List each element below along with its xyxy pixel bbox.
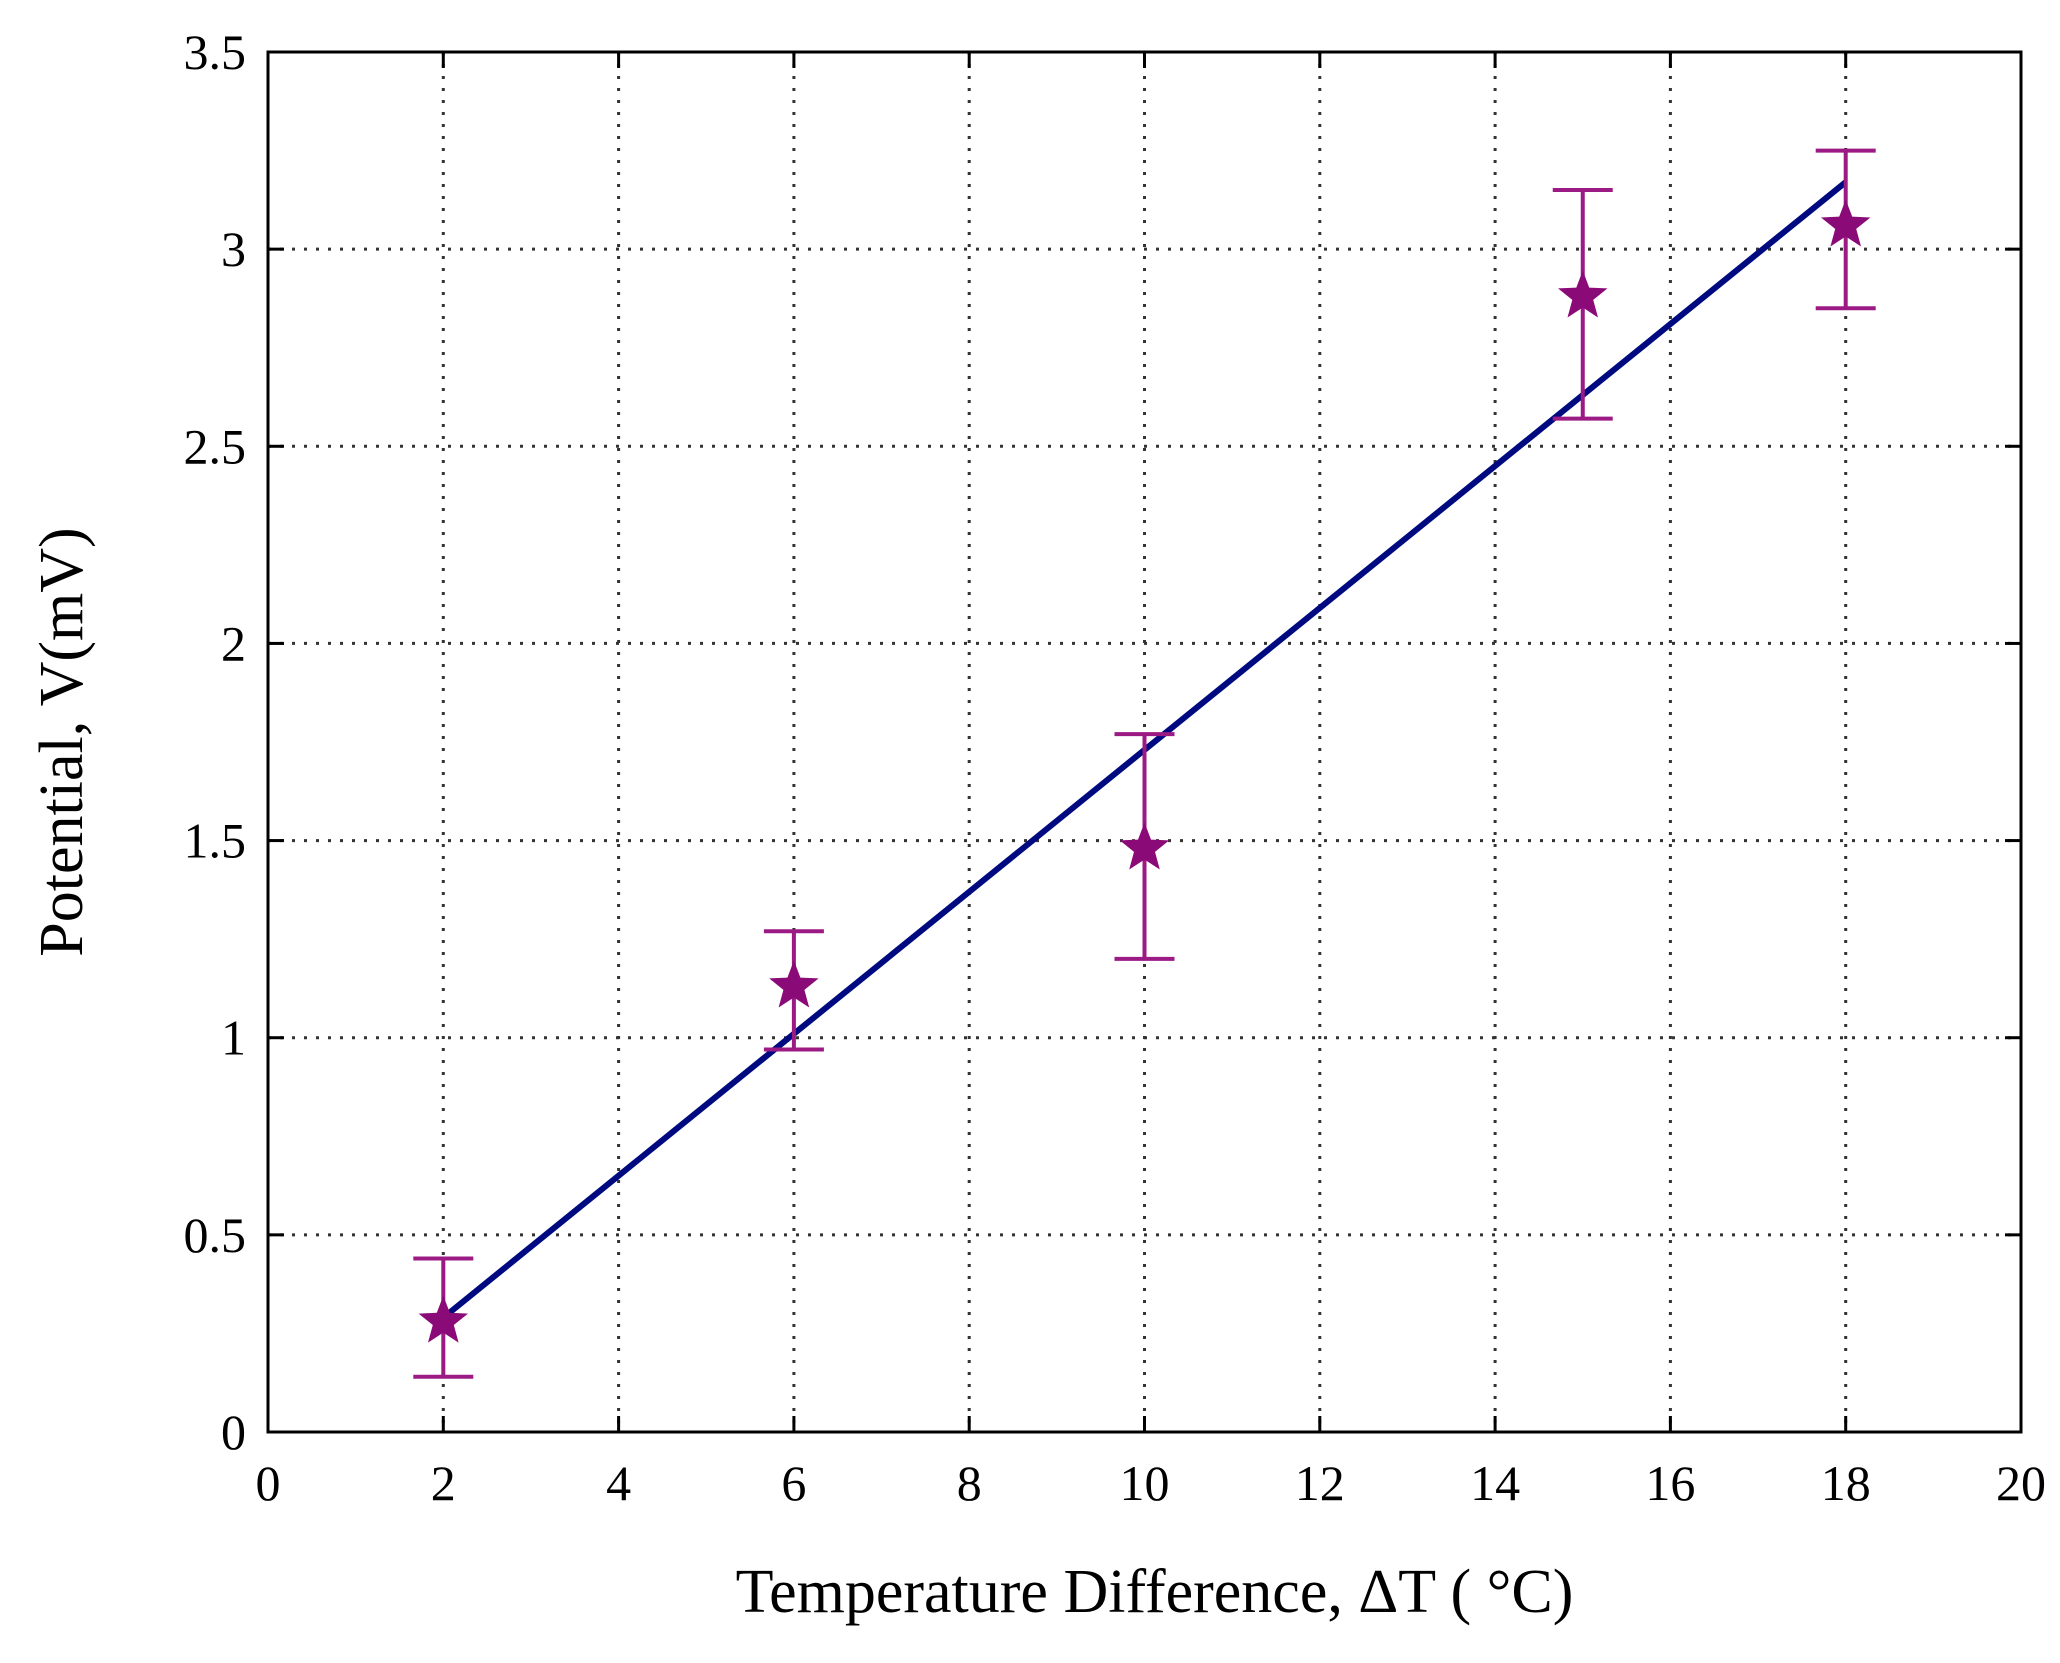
x-tick-label: 18 — [1821, 1455, 1871, 1511]
y-tick-label: 1.5 — [184, 813, 247, 869]
x-tick-label: 4 — [606, 1455, 631, 1511]
x-tick-label: 16 — [1645, 1455, 1695, 1511]
y-tick-label: 3 — [221, 221, 246, 277]
data-point-star — [418, 1295, 468, 1343]
x-tick-label: 20 — [1996, 1455, 2046, 1511]
data-point-star — [1558, 270, 1608, 318]
x-tick-label: 8 — [957, 1455, 982, 1511]
x-tick-label: 12 — [1295, 1455, 1345, 1511]
y-tick-label: 3.5 — [184, 24, 247, 80]
x-axis-title: Temperature Difference, ΔT ( °C) — [736, 1558, 1574, 1626]
y-tick-label: 2 — [221, 615, 246, 671]
y-tick-labels: 0 0.5 1 1.5 2 2.5 3 3.5 — [184, 24, 247, 1460]
y-tick-label: 0.5 — [184, 1207, 247, 1263]
data-point-star — [1821, 199, 1871, 247]
data-point-star — [769, 960, 819, 1008]
plot-frame — [266, 50, 2023, 1434]
y-tick-label: 1 — [221, 1010, 246, 1066]
data-point-star — [1119, 822, 1170, 870]
y-axis-title: Potential, V(mV) — [28, 527, 96, 956]
y-tick-label: 2.5 — [184, 418, 247, 474]
y-tick-label: 0 — [221, 1404, 246, 1460]
data-markers — [418, 199, 1871, 1343]
x-tick-label: 14 — [1470, 1455, 1520, 1511]
x-tick-label: 0 — [256, 1455, 281, 1511]
x-tick-label: 6 — [781, 1455, 806, 1511]
x-tick-labels: 0 2 4 6 8 10 12 14 16 18 20 — [256, 1455, 2047, 1511]
x-tick-label: 2 — [431, 1455, 456, 1511]
x-tick-label: 10 — [1120, 1455, 1170, 1511]
